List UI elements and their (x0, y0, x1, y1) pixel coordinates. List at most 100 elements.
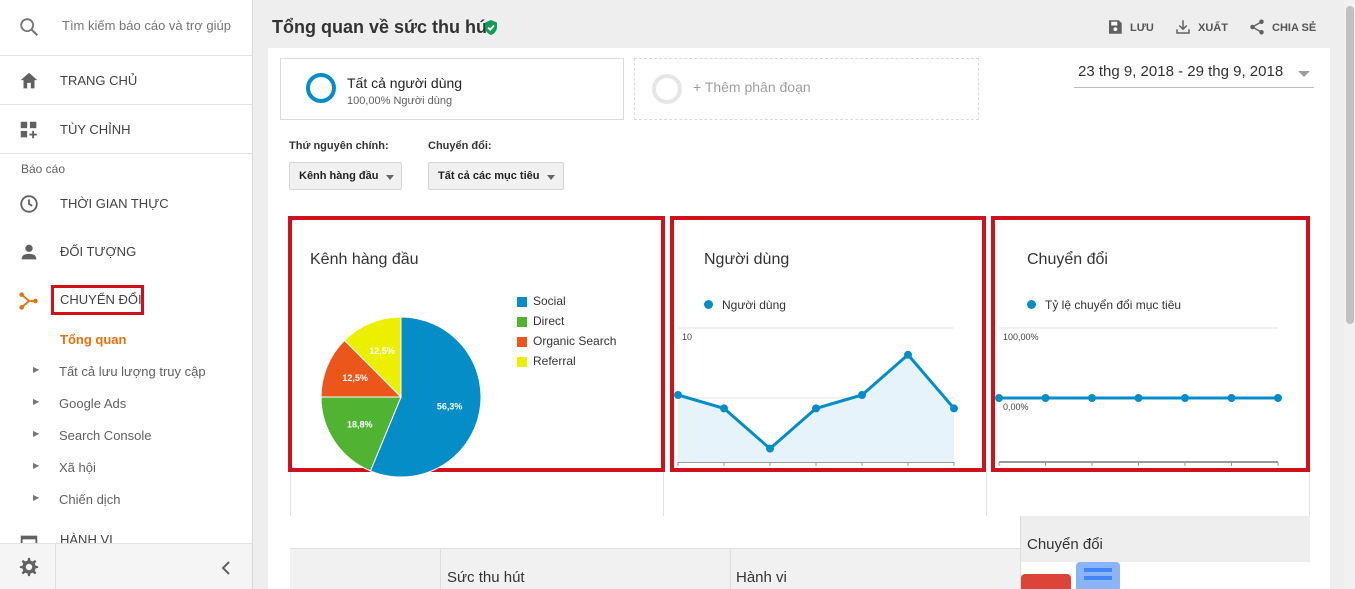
pie-slice-direct[interactable] (320, 396, 402, 472)
reports-section-header: Báo cáo (21, 162, 66, 176)
pie-slice-label: 12,5% (369, 346, 395, 356)
data-point[interactable] (1088, 394, 1096, 402)
acquisition-icon (19, 292, 38, 310)
data-point[interactable] (812, 404, 820, 413)
admin-settings-button[interactable] (0, 544, 56, 589)
pie-slice-label: 18,8% (347, 420, 373, 430)
y-tick-label: 0,00% (1003, 402, 1029, 412)
divider (986, 472, 987, 517)
primary-dimension-value: Kênh hàng đầu (299, 170, 379, 182)
pie-slice-label: 12,5% (342, 373, 368, 383)
data-point[interactable] (858, 391, 866, 399)
primary-dimension-select[interactable]: Kênh hàng đầu (289, 162, 402, 190)
save-button[interactable]: LƯU (1106, 18, 1156, 38)
sidebar-item-acquisition[interactable]: CHUYỂN ĐỔI (0, 278, 252, 322)
add-segment-button[interactable]: + Thêm phân đoạn (634, 58, 979, 120)
column-header-behavior: Hành vi (736, 569, 787, 586)
data-point[interactable] (904, 350, 912, 359)
data-table: Sức thu hút Hành vi Chuyển đổi (290, 516, 1310, 589)
sidebar-subitem-all-traffic[interactable]: ▶ Tất cả lưu lượng truy cập (0, 360, 252, 384)
empty-segment-ring-icon (652, 74, 682, 104)
sidebar-subitem-overview[interactable]: Tổng quan (60, 332, 127, 347)
chart-title: Người dùng (704, 251, 790, 268)
legend-label: Người dùng (722, 298, 786, 312)
export-label: XUẤT (1198, 22, 1228, 34)
home-icon (20, 72, 38, 89)
search-input[interactable]: Tìm kiếm báo cáo và trợ giúp (62, 18, 231, 33)
pie-slice-organic-search[interactable] (320, 339, 403, 398)
pie-slice-referral[interactable] (343, 316, 402, 399)
sidebar-footer (0, 543, 252, 589)
date-range-picker[interactable]: 23 thg 9, 2018 - 29 thg 9, 2018 (1074, 62, 1314, 88)
sidebar-item-label: THỜI GIAN THỰC (60, 196, 169, 211)
conversion-select[interactable]: Tất cả các mục tiêu (428, 162, 564, 190)
chart-legend: Tỷ lệ chuyển đổi mục tiêu (1027, 298, 1181, 312)
legend-swatch (517, 317, 527, 327)
chart-title: Kênh hàng đầu (310, 251, 419, 268)
data-point[interactable] (1227, 394, 1236, 402)
sidebar-item-customize[interactable]: TÙY CHỈNH (0, 105, 252, 154)
legend-label: Referral (533, 354, 576, 368)
collapse-sidebar-icon[interactable] (214, 556, 238, 580)
column-header-acquisition: Sức thu hút (447, 569, 525, 586)
chart-title: Chuyển đổi (1027, 251, 1108, 268)
data-point[interactable] (1181, 394, 1189, 402)
legend-dot (1027, 300, 1036, 309)
chevron-down-icon (386, 175, 394, 180)
sidebar-subitem-search-console[interactable]: ▶ Search Console (0, 424, 252, 448)
red-badge-icon (1021, 574, 1071, 589)
column-divider (730, 549, 731, 589)
table-group-header: Sức thu hút Hành vi (290, 548, 1020, 589)
legend-swatch (517, 357, 527, 367)
sidebar-item-label: TÙY CHỈNH (60, 122, 131, 137)
sidebar-subitem-google-ads[interactable]: ▶ Google Ads (0, 392, 252, 416)
sidebar-subitem-campaigns[interactable]: ▶ Chiến dịch (0, 488, 252, 512)
sidebar-subitem-label: Tất cả lưu lượng truy cập (59, 364, 206, 379)
expand-arrow-icon: ▶ (33, 429, 40, 438)
sidebar-item-label: CHUYỂN ĐỔI (60, 292, 142, 307)
conversions-chart: Chuyển đổi Tỷ lệ chuyển đổi mục tiêu 100… (991, 216, 1310, 472)
data-point[interactable] (1274, 394, 1282, 402)
divider (663, 472, 664, 517)
expand-arrow-icon: ▶ (33, 493, 40, 502)
data-point[interactable] (950, 404, 958, 413)
column-header-conversion: Chuyển đổi (1020, 516, 1310, 562)
sidebar-item-label: TRANG CHỦ (60, 73, 138, 88)
pie-chart: 56,3% 18,8% 12,5% 12,5% (320, 316, 482, 478)
segment-ring-icon (306, 73, 336, 103)
expand-arrow-icon: ▶ (33, 397, 40, 406)
sidebar-item-realtime[interactable]: THỜI GIAN THỰC (0, 181, 252, 225)
primary-dimension-label: Thứ nguyên chính: (289, 140, 389, 152)
add-segment-label: + Thêm phân đoạn (693, 79, 811, 95)
expand-arrow-icon: ▶ (33, 365, 40, 374)
share-button[interactable]: CHIA SẺ (1248, 18, 1323, 38)
data-point[interactable] (720, 404, 728, 413)
segment-name: Tất cả người dùng (347, 75, 463, 91)
share-label: CHIA SẺ (1272, 22, 1317, 34)
save-icon (1109, 20, 1122, 34)
segment-card[interactable]: Tất cả người dùng 100,00% Người dùng (280, 58, 624, 120)
scrollbar-thumb[interactable] (1346, 6, 1354, 324)
sidebar-subitem-label: Google Ads (59, 396, 127, 411)
sidebar-item-home[interactable]: TRANG CHỦ (0, 56, 252, 105)
verified-shield-icon (485, 20, 497, 35)
legend-swatch (517, 337, 527, 347)
data-point[interactable] (995, 394, 1003, 402)
sidebar-subitem-social[interactable]: ▶ Xã hội (0, 456, 252, 480)
data-point[interactable] (1134, 394, 1143, 402)
legend-swatch (517, 297, 527, 307)
pie-slice-social[interactable] (369, 316, 482, 478)
chart-legend: Người dùng (704, 298, 786, 312)
sidebar-search[interactable]: Tìm kiếm báo cáo và trợ giúp (0, 0, 252, 56)
data-point[interactable] (1041, 394, 1050, 402)
export-button[interactable]: XUẤT (1174, 18, 1234, 38)
sidebar-item-audience[interactable]: ĐỐI TƯỢNG (0, 229, 252, 273)
y-tick-label: 10 (682, 332, 692, 342)
sidebar-item-label: ĐỐI TƯỢNG (60, 244, 137, 259)
data-point[interactable] (674, 391, 682, 399)
sidebar-subitem-label: Chiến dịch (59, 492, 121, 507)
data-point[interactable] (766, 444, 774, 453)
sidebar-subitem-label: Xã hội (59, 460, 96, 475)
expand-arrow-icon: ▶ (33, 461, 40, 470)
